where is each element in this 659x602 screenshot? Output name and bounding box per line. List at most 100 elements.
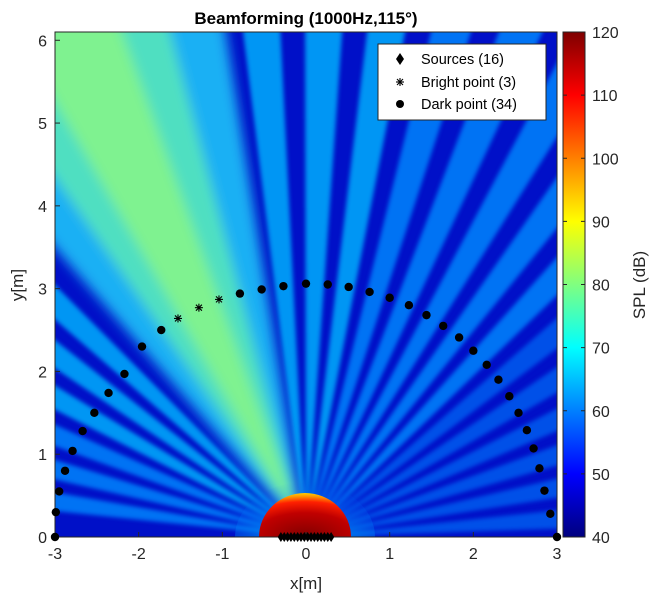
dark-point-marker bbox=[404, 300, 414, 310]
source-hotspot bbox=[259, 493, 351, 537]
legend-bright-label: Bright point (3) bbox=[421, 75, 516, 91]
x-tick-label: -2 bbox=[132, 546, 146, 563]
dark-point-marker bbox=[257, 285, 266, 294]
x-tick-label: 2 bbox=[469, 546, 478, 563]
side-lobe-ray bbox=[243, 32, 306, 537]
dark-point-marker bbox=[235, 289, 245, 298]
source-marker bbox=[291, 532, 298, 542]
dark-point-marker bbox=[51, 507, 61, 517]
legend-box bbox=[377, 43, 547, 121]
dark-point-marker bbox=[90, 408, 99, 418]
colorbar-tick-label: 110 bbox=[592, 88, 618, 105]
dark-point-marker bbox=[494, 375, 503, 384]
dark-point-marker bbox=[529, 444, 538, 453]
source-marker bbox=[304, 532, 311, 542]
colorbar-tick-label: 100 bbox=[592, 151, 619, 168]
source-marker bbox=[284, 532, 291, 542]
dark-point-marker bbox=[422, 310, 431, 320]
source-marker bbox=[287, 532, 295, 542]
x-tick-label: 3 bbox=[553, 546, 562, 563]
dark-point-marker bbox=[439, 321, 448, 331]
dark-point-marker bbox=[279, 281, 288, 291]
dark-point-marker bbox=[50, 532, 60, 542]
side-lobe-ray bbox=[55, 424, 306, 537]
chart-title: Beamforming (1000Hz,115°) bbox=[194, 9, 417, 28]
dark-point-marker bbox=[552, 532, 562, 542]
dark-point-marker bbox=[301, 279, 311, 288]
side-lobe-ray bbox=[306, 32, 406, 537]
colorbar-tick-label: 80 bbox=[592, 278, 610, 295]
y-tick-label: 0 bbox=[38, 530, 47, 547]
dark-point-marker bbox=[454, 333, 464, 342]
source-marker bbox=[324, 532, 331, 542]
bright-point-marker bbox=[173, 314, 182, 323]
side-lobe-ray bbox=[55, 340, 306, 537]
source-marker bbox=[294, 532, 301, 542]
source-marker bbox=[281, 532, 288, 542]
source-marker bbox=[277, 532, 285, 542]
source-marker bbox=[301, 532, 308, 542]
dark-point-marker bbox=[68, 446, 77, 456]
dark-point-marker bbox=[522, 426, 532, 435]
dark-point-marker bbox=[104, 388, 113, 398]
side-lobe-ray bbox=[306, 32, 543, 537]
markers-layer bbox=[50, 279, 562, 542]
dark-point-marker bbox=[546, 509, 555, 519]
x-tick-label: -3 bbox=[48, 546, 62, 563]
colorbar-tick-label: 40 bbox=[592, 530, 610, 547]
y-tick-label: 6 bbox=[38, 33, 47, 50]
colorbar-tick-label: 90 bbox=[592, 214, 610, 231]
side-lobe-ray bbox=[306, 318, 557, 537]
dark-point-marker bbox=[469, 346, 478, 355]
dark-point-marker bbox=[540, 486, 549, 495]
source-marker bbox=[311, 532, 318, 542]
dark-point-marker bbox=[54, 487, 64, 496]
colorbar-label: SPL (dB) bbox=[630, 251, 649, 319]
y-axis-label: y[m] bbox=[8, 269, 27, 301]
source-marker bbox=[297, 532, 305, 542]
dark-point-marker bbox=[505, 392, 514, 401]
main-lobe-beam bbox=[55, 32, 306, 537]
source-marker bbox=[317, 532, 325, 542]
y-tick-label: 3 bbox=[38, 282, 47, 299]
source-marker bbox=[327, 532, 335, 542]
side-lobe-ray bbox=[306, 257, 557, 537]
dark-point-marker bbox=[535, 464, 544, 473]
y-tick-label: 5 bbox=[38, 116, 47, 133]
bright-point-marker bbox=[194, 303, 203, 312]
legend-sources-label: Sources (16) bbox=[421, 52, 504, 68]
colorbar-tick-label: 70 bbox=[592, 341, 610, 358]
dark-point-marker bbox=[323, 280, 332, 289]
legend: Sources (16) Bright point (3) Dark point… bbox=[377, 43, 547, 121]
dark-point-marker bbox=[344, 282, 353, 292]
bright-point-marker bbox=[214, 295, 223, 304]
source-marker bbox=[307, 532, 315, 542]
legend-diamond-icon bbox=[396, 53, 404, 65]
dark-point-marker bbox=[137, 342, 147, 351]
colorbar-tick-label: 50 bbox=[592, 467, 610, 484]
legend-circle-icon bbox=[396, 100, 404, 108]
x-tick-label: -1 bbox=[215, 546, 229, 563]
side-lobe-ray bbox=[306, 62, 557, 537]
colorbar-ticks: 40 50 60 70 80 90 100 110 120 bbox=[563, 25, 619, 547]
x-tick-label: 1 bbox=[385, 546, 394, 563]
dark-point-marker bbox=[120, 369, 129, 379]
x-tick-label: 0 bbox=[302, 546, 311, 563]
legend-asterisk-icon bbox=[396, 78, 404, 86]
side-lobe-ray bbox=[55, 492, 306, 537]
side-lobe-ray bbox=[306, 510, 557, 537]
y-tick-label: 4 bbox=[38, 199, 47, 216]
x-axis-label: x[m] bbox=[290, 574, 322, 593]
y-tick-label: 2 bbox=[38, 364, 47, 381]
dark-point-marker bbox=[385, 293, 394, 302]
dark-point-marker bbox=[157, 325, 166, 335]
colorbar-tick-label: 60 bbox=[592, 404, 610, 421]
y-axis-ticks: 0 1 2 3 4 5 6 bbox=[38, 33, 60, 547]
y-tick-label: 1 bbox=[38, 447, 47, 464]
dark-point-marker bbox=[78, 426, 87, 436]
dark-point-marker bbox=[482, 360, 491, 370]
legend-dark-label: Dark point (34) bbox=[421, 97, 517, 113]
dark-point-marker bbox=[365, 287, 374, 297]
source-marker bbox=[321, 532, 328, 542]
